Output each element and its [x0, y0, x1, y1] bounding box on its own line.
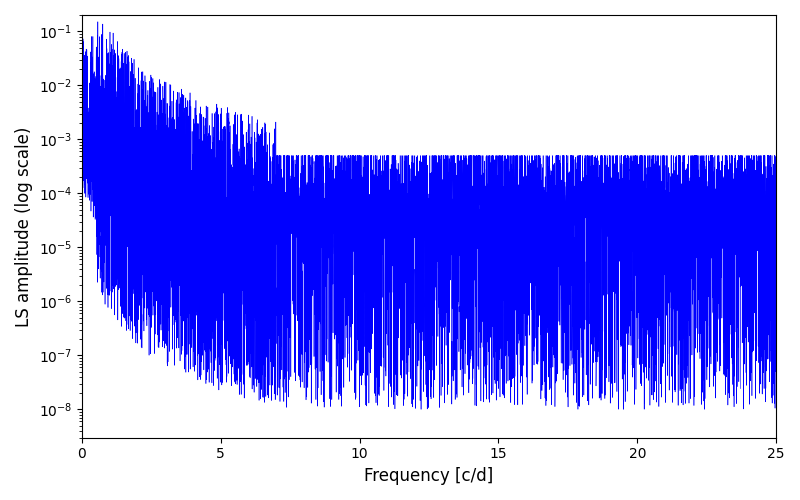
X-axis label: Frequency [c/d]: Frequency [c/d]	[364, 467, 494, 485]
Y-axis label: LS amplitude (log scale): LS amplitude (log scale)	[15, 126, 33, 326]
